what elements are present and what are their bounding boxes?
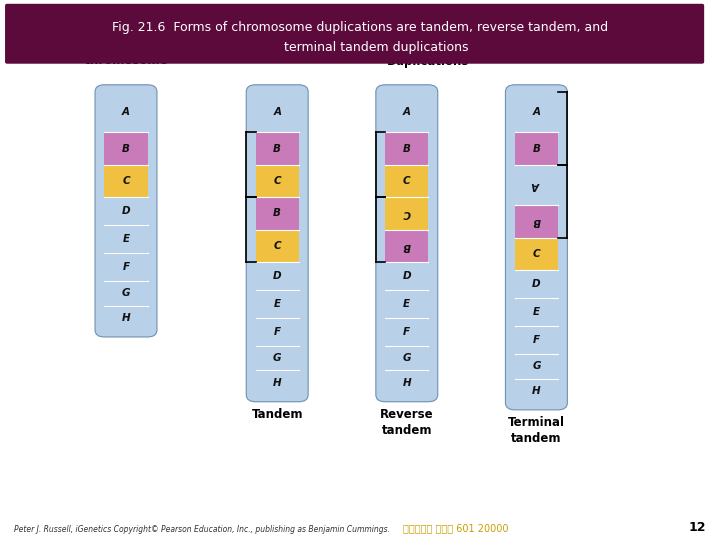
Text: H: H — [122, 313, 130, 323]
Text: Reverse
tandem: Reverse tandem — [380, 408, 433, 437]
FancyBboxPatch shape — [95, 85, 157, 337]
Text: F: F — [122, 262, 130, 272]
Text: D: D — [532, 279, 541, 289]
Bar — [104, 165, 148, 197]
Text: D: D — [122, 206, 130, 216]
Text: Duplications: Duplications — [387, 55, 469, 68]
Text: C: C — [122, 176, 130, 186]
Text: E: E — [274, 299, 281, 309]
Text: C: C — [533, 249, 540, 259]
Text: H: H — [402, 377, 411, 388]
Text: B: B — [533, 217, 540, 226]
Text: H: H — [532, 386, 541, 396]
Text: D: D — [402, 271, 411, 281]
Text: E: E — [533, 307, 540, 317]
Text: E: E — [122, 234, 130, 244]
Text: C: C — [403, 208, 410, 218]
Text: A: A — [273, 107, 282, 117]
Bar — [515, 132, 558, 165]
Bar — [256, 132, 299, 165]
Text: F: F — [533, 335, 540, 345]
FancyBboxPatch shape — [246, 85, 308, 402]
Text: Terminal
tandem: Terminal tandem — [508, 416, 565, 445]
Text: C: C — [274, 241, 281, 251]
Bar — [256, 230, 299, 262]
FancyBboxPatch shape — [5, 4, 704, 64]
Text: Peter J. Russell, iGenetics Copyright© Pearson Education, Inc., publishing as Be: Peter J. Russell, iGenetics Copyright© P… — [14, 524, 390, 534]
Bar — [385, 197, 428, 230]
Text: C: C — [403, 176, 410, 186]
Bar — [104, 132, 148, 165]
FancyBboxPatch shape — [376, 85, 438, 402]
Text: A: A — [402, 107, 411, 117]
Text: F: F — [403, 327, 410, 337]
Text: G: G — [402, 353, 411, 363]
Text: A: A — [122, 107, 130, 117]
Text: B: B — [533, 144, 540, 153]
Text: G: G — [532, 361, 541, 372]
Text: B: B — [122, 144, 130, 153]
Text: E: E — [403, 299, 410, 309]
Text: A: A — [532, 107, 541, 117]
Text: B: B — [274, 144, 281, 153]
Text: A: A — [532, 180, 541, 190]
Text: H: H — [273, 377, 282, 388]
Text: B: B — [403, 144, 410, 153]
Text: G: G — [122, 288, 130, 299]
Text: B: B — [403, 241, 410, 251]
Bar — [385, 230, 428, 262]
Text: F: F — [274, 327, 281, 337]
Bar — [385, 165, 428, 197]
Text: B: B — [274, 208, 281, 218]
Bar — [515, 238, 558, 270]
Bar — [515, 205, 558, 238]
Text: 台大農藝系 遠傳鎸 601 20000: 台大農藝系 遠傳鎸 601 20000 — [403, 523, 509, 534]
Text: C: C — [274, 176, 281, 186]
Text: 12: 12 — [688, 521, 706, 534]
Text: D: D — [273, 271, 282, 281]
Text: terminal tandem duplications: terminal tandem duplications — [252, 41, 468, 54]
Text: G: G — [273, 353, 282, 363]
Bar — [256, 197, 299, 230]
Text: Tandem: Tandem — [251, 408, 303, 421]
Text: Normal
chromosome: Normal chromosome — [84, 39, 168, 68]
Bar — [385, 132, 428, 165]
Bar — [256, 165, 299, 197]
FancyBboxPatch shape — [505, 85, 567, 410]
Text: Fig. 21.6  Forms of chromosome duplications are tandem, reverse tandem, and: Fig. 21.6 Forms of chromosome duplicatio… — [112, 21, 608, 33]
